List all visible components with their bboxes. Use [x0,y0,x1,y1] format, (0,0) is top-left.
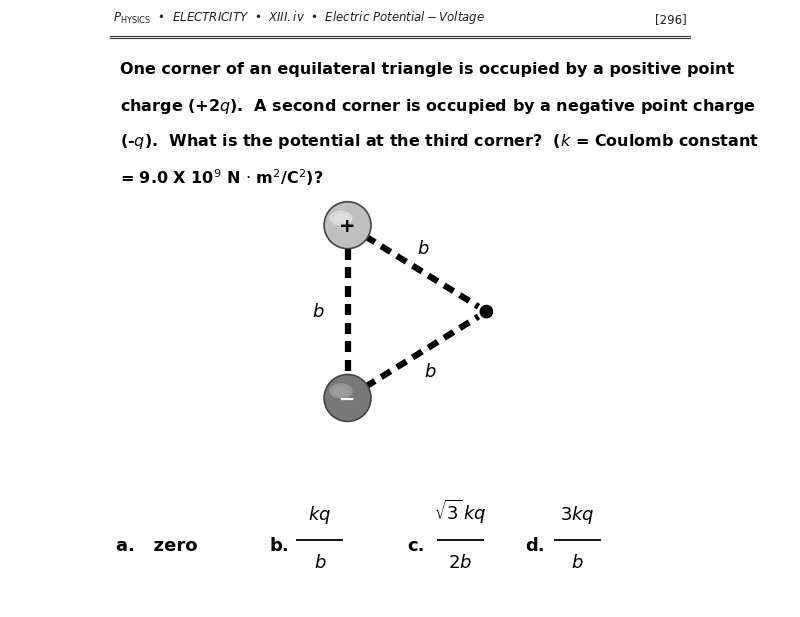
Text: $\it{P}_{\rm{HYSICS}}$  •  $\it{ELECTRICITY}$  •  $\it{XIII.iv}$  •  $\it{Electr: $\it{P}_{\rm{HYSICS}}$ • $\it{ELECTRICIT… [113,9,486,26]
Text: = 9.0 X 10$^9$ N $\cdot$ m$^2$/C$^2$)?: = 9.0 X 10$^9$ N $\cdot$ m$^2$/C$^2$)? [121,167,324,188]
Ellipse shape [336,388,346,394]
Text: [296]: [296] [655,13,687,26]
Circle shape [480,305,493,318]
Ellipse shape [330,210,353,226]
Ellipse shape [333,386,349,396]
Circle shape [324,375,371,421]
Text: charge (+2$q$).  A second corner is occupied by a negative point charge: charge (+2$q$). A second corner is occup… [121,97,757,116]
Text: +: + [339,217,356,236]
Ellipse shape [330,383,353,399]
Text: $b$: $b$ [570,554,583,572]
Ellipse shape [336,215,346,222]
Text: $b$: $b$ [312,302,324,321]
Text: One corner of an equilateral triangle is occupied by a positive point: One corner of an equilateral triangle is… [121,62,734,77]
Text: c.: c. [407,537,425,555]
Text: $b$: $b$ [314,554,326,572]
Ellipse shape [333,213,349,223]
Text: −: − [339,390,356,408]
Text: $2b$: $2b$ [449,554,473,572]
Text: (-$q$).  What is the potential at the third corner?  ($k$ = Coulomb constant: (-$q$). What is the potential at the thi… [121,132,759,151]
Text: $3kq$: $3kq$ [560,504,594,526]
Circle shape [324,202,371,249]
Text: $\sqrt{3}\,kq$: $\sqrt{3}\,kq$ [434,498,486,526]
Text: d.: d. [526,537,545,555]
Text: a.   zero: a. zero [115,537,197,555]
Text: b.: b. [269,537,289,555]
Text: $b$: $b$ [417,239,430,258]
Text: $b$: $b$ [424,363,437,381]
Text: $kq$: $kq$ [308,504,331,526]
